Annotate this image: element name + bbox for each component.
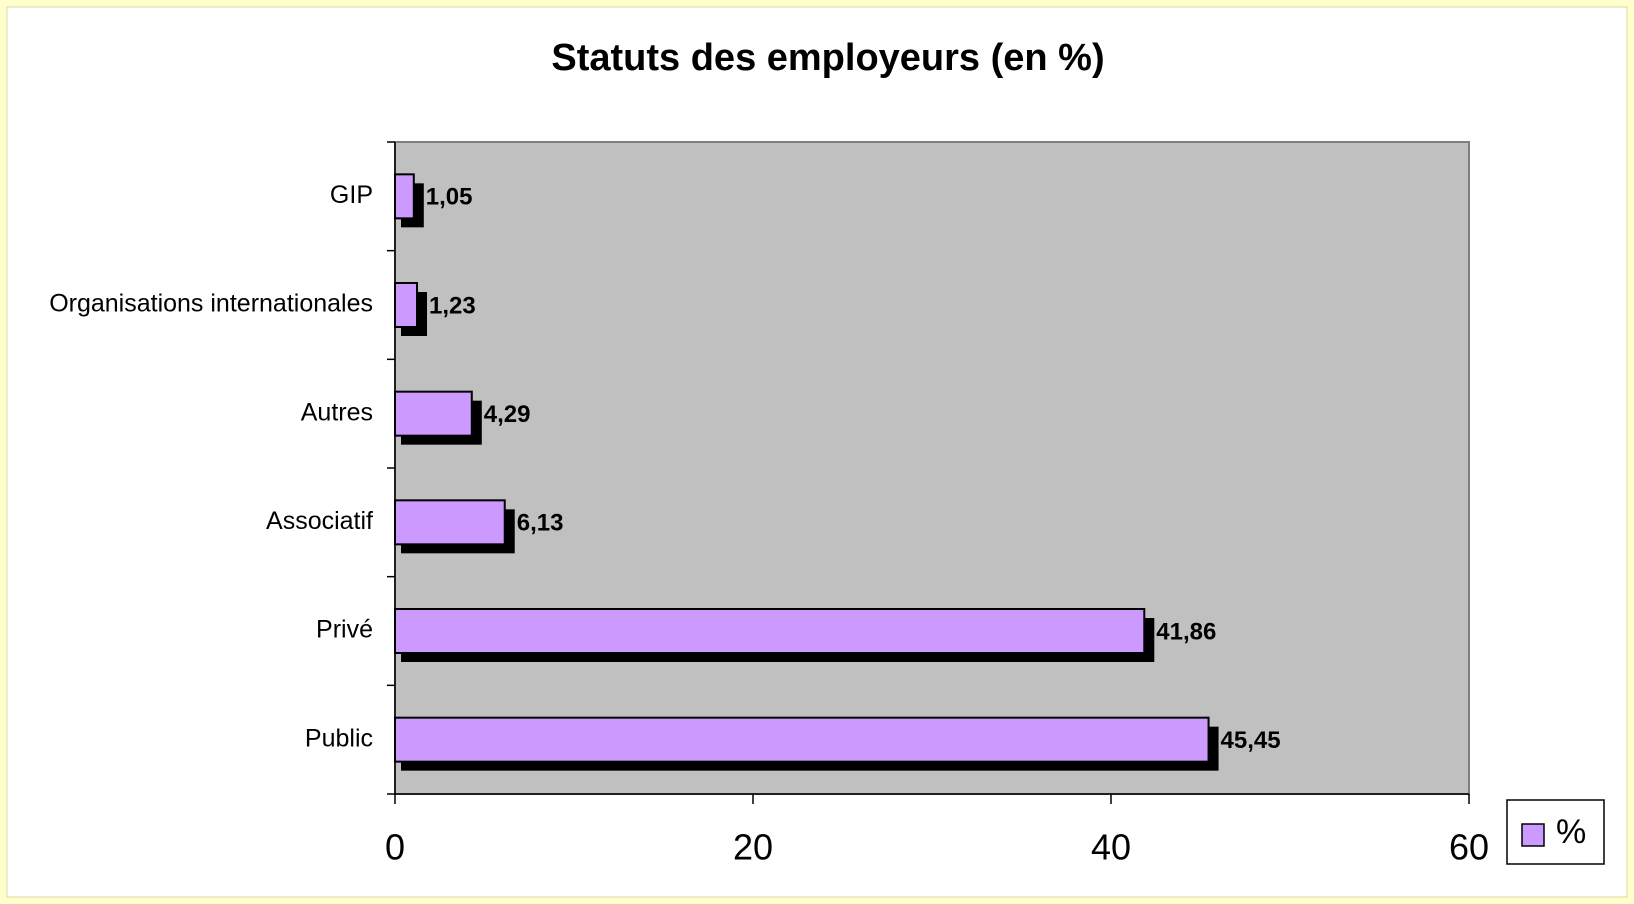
chart-title: Statuts des employeurs (en %) (551, 37, 1104, 79)
y-tick-label: Organisations internationales (49, 290, 373, 318)
legend-label: % (1556, 813, 1586, 851)
y-tick-label: Associatif (266, 507, 373, 535)
y-tick-label: Public (305, 724, 373, 752)
x-tick-label: 0 (385, 827, 405, 868)
value-label: 1,23 (429, 292, 476, 319)
value-label: 1,05 (426, 184, 473, 211)
value-label: 41,86 (1156, 618, 1216, 645)
bar (394, 282, 419, 328)
x-tick-label: 60 (1449, 827, 1489, 868)
y-tick-label: Privé (316, 616, 373, 644)
bar (394, 716, 1210, 763)
bar (394, 499, 506, 546)
y-tick-label: Autres (301, 398, 373, 426)
bar (394, 173, 415, 220)
value-label: 6,13 (517, 510, 564, 537)
plot-area (394, 141, 1470, 795)
x-tick-label: 40 (1091, 827, 1131, 868)
legend-swatch (1521, 823, 1545, 847)
value-label: 4,29 (484, 401, 531, 428)
bar (394, 608, 1146, 654)
legend-box (1506, 799, 1605, 865)
bar (394, 390, 473, 437)
y-tick-label: GIP (330, 181, 373, 209)
x-tick-label: 20 (733, 827, 773, 868)
chart-frame-inner (6, 6, 1628, 898)
value-label: 45,45 (1221, 727, 1281, 754)
